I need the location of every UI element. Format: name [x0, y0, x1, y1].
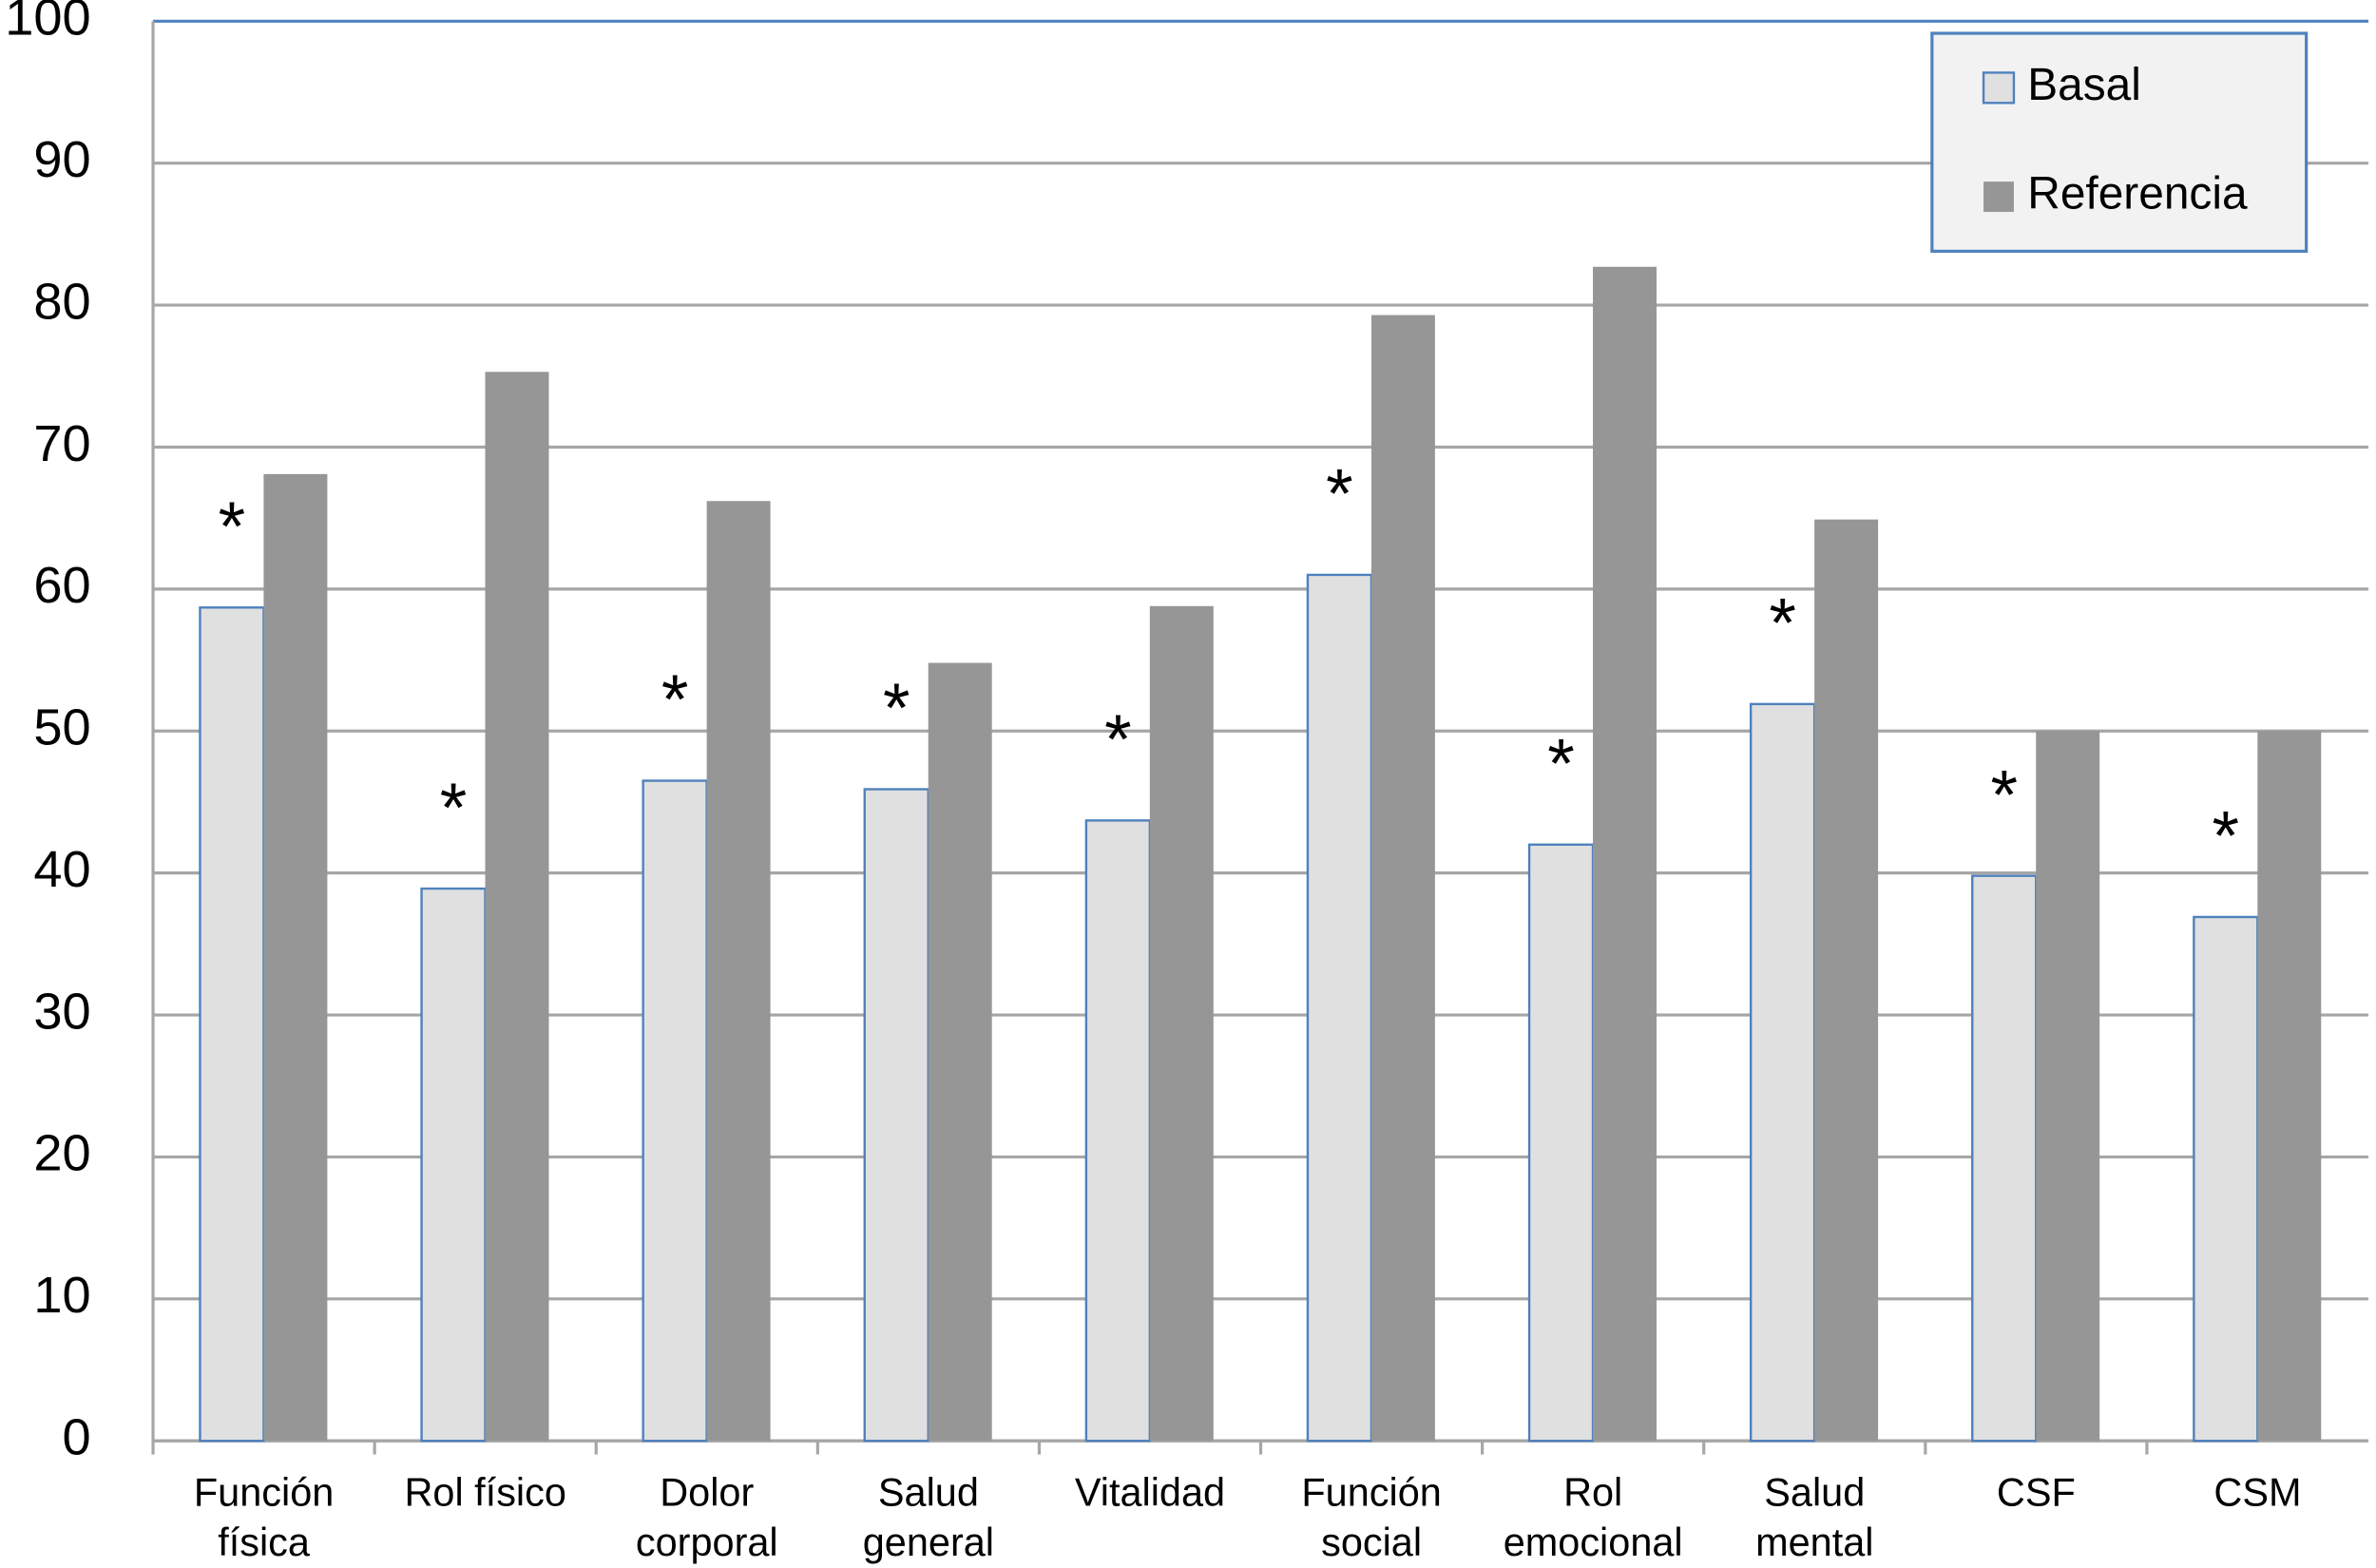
- x-tick-label: CSF: [1997, 1470, 2076, 1515]
- significance-marker: *: [1990, 755, 2018, 833]
- y-tick-label: 50: [33, 699, 90, 756]
- bar: [863, 788, 929, 1443]
- x-tick-label: Función: [1301, 1470, 1441, 1515]
- bar: [263, 473, 328, 1442]
- bar: [199, 606, 265, 1443]
- significance-marker: *: [1769, 584, 1796, 662]
- y-tick-label: 70: [33, 415, 90, 472]
- bar: [2193, 915, 2259, 1443]
- bar: [1306, 573, 1373, 1443]
- y-tick-label: 10: [33, 1267, 90, 1324]
- x-tick-label: Salud: [1764, 1470, 1865, 1515]
- significance-marker: *: [440, 769, 468, 847]
- x-tick-label: Vitalidad: [1075, 1470, 1225, 1515]
- legend-swatch: [1982, 71, 2016, 105]
- y-tick-label: 0: [63, 1409, 91, 1466]
- bar: [1814, 519, 1879, 1442]
- significance-marker: *: [661, 660, 689, 738]
- y-tick-label: 80: [33, 273, 90, 330]
- bar: [1971, 874, 2038, 1443]
- x-tick-label: física: [218, 1520, 311, 1564]
- y-tick-label: 100: [5, 0, 90, 47]
- bar: [1370, 315, 1435, 1442]
- bar: [1593, 266, 1657, 1442]
- legend-swatch: [1983, 182, 2014, 212]
- significance-marker: *: [883, 669, 910, 747]
- bar: [2036, 731, 2100, 1442]
- significance-marker: *: [1104, 700, 1132, 778]
- y-tick-label: 90: [33, 131, 90, 188]
- x-tick-label: mental: [1755, 1520, 1873, 1564]
- x-tick-label: social: [1321, 1520, 1422, 1564]
- bar: [2257, 731, 2322, 1442]
- significance-marker: *: [219, 488, 246, 565]
- bar: [1149, 605, 1214, 1442]
- x-tick-label: Función: [194, 1470, 334, 1515]
- x-tick-label: corporal: [636, 1520, 778, 1564]
- x-tick-label: Dolor: [660, 1470, 754, 1515]
- significance-marker: *: [1326, 455, 1353, 533]
- significance-marker: *: [2213, 797, 2240, 875]
- x-tick-label: Salud: [878, 1470, 979, 1515]
- y-tick-label: 40: [33, 841, 90, 898]
- bar: [642, 779, 708, 1443]
- bar: [420, 887, 487, 1443]
- bar: [1084, 819, 1152, 1443]
- legend-label: Referencia: [2027, 169, 2248, 220]
- y-tick-label: 60: [33, 557, 90, 614]
- bar: [928, 662, 992, 1442]
- bar: [706, 501, 771, 1442]
- bar: [485, 372, 549, 1442]
- x-tick-label: emocional: [1504, 1520, 1683, 1564]
- x-tick-label: general: [863, 1520, 994, 1564]
- x-tick-label: CSM: [2213, 1470, 2301, 1515]
- bar: [1749, 702, 1816, 1443]
- x-tick-label: Rol físico: [404, 1470, 565, 1515]
- y-tick-label: 30: [33, 983, 90, 1040]
- legend-label: Basal: [2027, 60, 2141, 110]
- x-tick-label: Rol: [1563, 1470, 1622, 1515]
- legend-box: [1930, 31, 2309, 253]
- y-tick-label: 20: [33, 1125, 90, 1182]
- bar: [1527, 843, 1595, 1443]
- significance-marker: *: [1547, 725, 1575, 803]
